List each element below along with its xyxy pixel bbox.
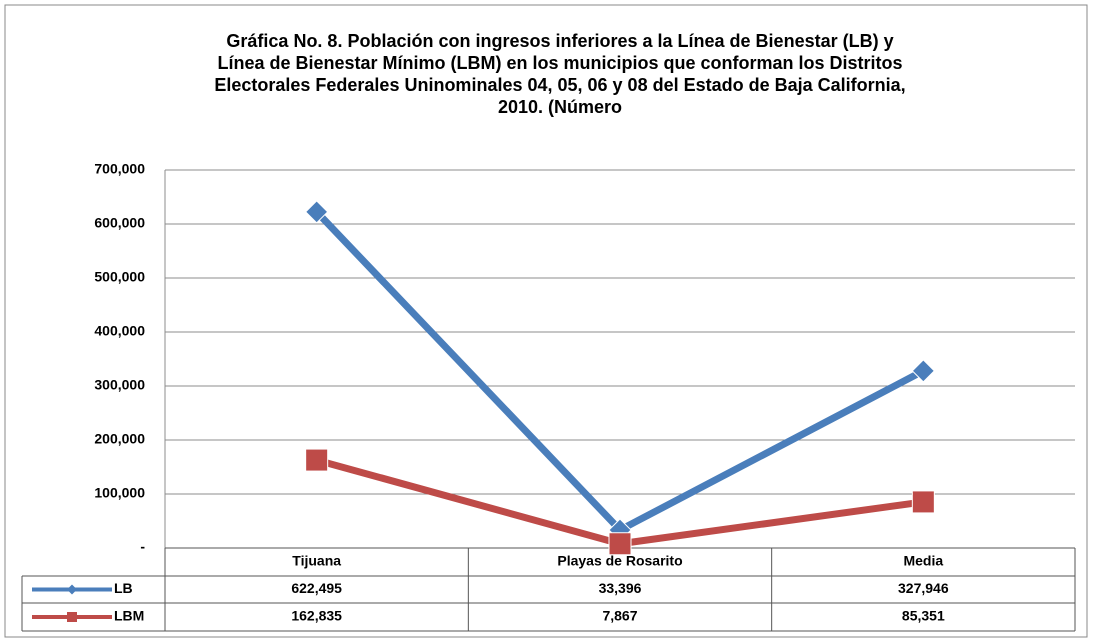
x-tick-label: Playas de Rosarito bbox=[557, 553, 682, 569]
chart-frame bbox=[4, 4, 1088, 638]
y-tick-label: 200,000 bbox=[94, 431, 145, 447]
data-label: 85,351 bbox=[902, 608, 945, 624]
data-label: 327,946 bbox=[898, 580, 949, 596]
legend-marker bbox=[67, 584, 77, 595]
legend-label: LB bbox=[114, 580, 133, 596]
legend-label: LBM bbox=[114, 608, 144, 624]
y-tick-label: 400,000 bbox=[94, 323, 145, 339]
y-tick-label: 100,000 bbox=[94, 485, 145, 501]
y-tick-label: 700,000 bbox=[94, 161, 145, 177]
marker bbox=[608, 532, 632, 556]
marker bbox=[911, 490, 935, 514]
data-label: 162,835 bbox=[291, 608, 342, 624]
y-tick-label: 600,000 bbox=[94, 215, 145, 231]
marker bbox=[304, 200, 329, 224]
legend-marker bbox=[67, 612, 77, 622]
marker bbox=[911, 359, 936, 383]
y-tick-label: - bbox=[140, 539, 145, 555]
data-label: 7,867 bbox=[602, 608, 637, 624]
chart-title: Gráfica No. 8. Población con ingresos in… bbox=[214, 31, 906, 117]
title-box: Gráfica No. 8. Población con ingresos in… bbox=[214, 31, 906, 117]
data-label: 33,396 bbox=[599, 580, 642, 596]
marker bbox=[305, 448, 329, 472]
y-tick-label: 500,000 bbox=[94, 269, 145, 285]
y-tick-label: 300,000 bbox=[94, 377, 145, 393]
data-label: 622,495 bbox=[291, 580, 342, 596]
x-tick-label: Media bbox=[903, 553, 943, 569]
x-tick-label: Tijuana bbox=[292, 553, 341, 569]
